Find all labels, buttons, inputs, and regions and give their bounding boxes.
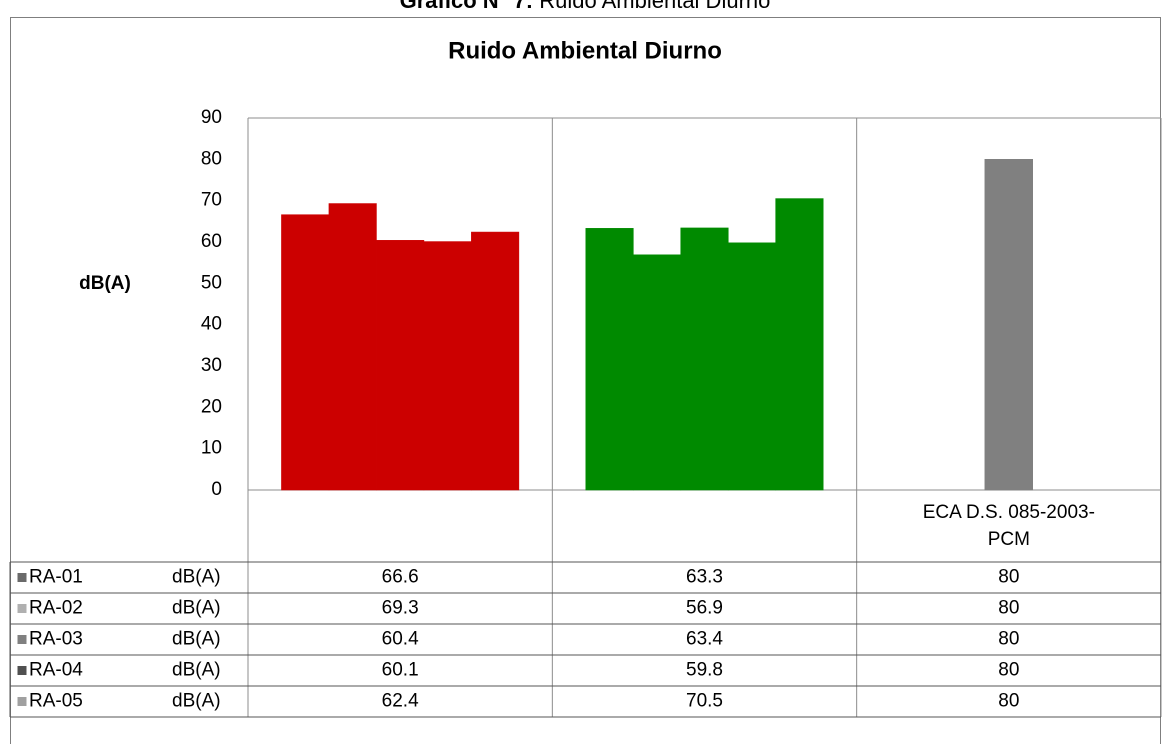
bar <box>984 159 1033 491</box>
table-value: 60.1 <box>382 660 419 681</box>
legend-key <box>16 665 28 676</box>
y-axis-label: dB(A) <box>79 273 131 294</box>
x-tick-label: ECA D.S. 085-2003-PCM <box>923 502 1095 550</box>
chart-frame <box>10 17 1161 744</box>
y-tick-label: 80 <box>201 148 222 169</box>
bar <box>471 231 520 491</box>
table-value: 80 <box>998 629 1019 650</box>
y-tick-label: 0 <box>211 479 222 500</box>
legend-unit: dB(A) <box>172 598 221 619</box>
bar <box>775 198 824 491</box>
y-tick-label: 30 <box>201 355 222 376</box>
caption-label: Gráfico N° 7: <box>400 0 534 13</box>
bar <box>585 228 634 491</box>
legend-label: RA-04 <box>29 660 83 681</box>
table-value: 59.8 <box>686 660 723 681</box>
y-tick-label: 70 <box>201 190 222 211</box>
y-tick-label: 50 <box>201 272 222 293</box>
legend-unit: dB(A) <box>172 629 221 650</box>
legend-unit: dB(A) <box>172 691 221 712</box>
y-tick-label: 40 <box>201 314 222 335</box>
table-value: 80 <box>998 567 1019 588</box>
bar <box>423 241 472 491</box>
caption-text: Ruido Ambiental Diurno <box>539 0 770 13</box>
bar <box>632 254 682 491</box>
legend-key <box>16 572 28 583</box>
legend-label: RA-05 <box>29 691 83 712</box>
bar <box>281 214 330 491</box>
table-value: 80 <box>998 691 1019 712</box>
table-value: 80 <box>998 598 1019 619</box>
legend-unit: dB(A) <box>172 660 221 681</box>
legend-label: RA-03 <box>29 629 83 650</box>
legend-unit: dB(A) <box>172 567 221 588</box>
caption: Gráfico N° 7: Ruido Ambiental Diurno <box>400 0 771 13</box>
legend-key <box>16 603 28 614</box>
legend-key <box>16 634 28 645</box>
bar <box>680 227 729 491</box>
legend-label: RA-01 <box>29 567 83 588</box>
table-value: 80 <box>998 660 1019 681</box>
table-value: 69.3 <box>382 598 419 619</box>
y-tick-label: 90 <box>201 107 222 128</box>
table-value: 66.6 <box>382 567 419 588</box>
bar <box>376 240 425 491</box>
bar <box>328 203 377 491</box>
bar <box>727 242 777 491</box>
y-tick-label: 10 <box>201 438 222 459</box>
chart-title: Ruido Ambiental Diurno <box>448 37 722 64</box>
legend-key <box>16 696 28 707</box>
table-value: 70.5 <box>686 691 723 712</box>
table-value: 63.4 <box>686 629 723 650</box>
table-value: 56.9 <box>686 598 723 619</box>
table-value: 63.3 <box>686 567 723 588</box>
y-tick-label: 60 <box>201 231 222 252</box>
table-value: 62.4 <box>382 691 419 712</box>
y-tick-label: 20 <box>201 396 222 417</box>
legend-label: RA-02 <box>29 598 83 619</box>
table-value: 60.4 <box>382 629 419 650</box>
